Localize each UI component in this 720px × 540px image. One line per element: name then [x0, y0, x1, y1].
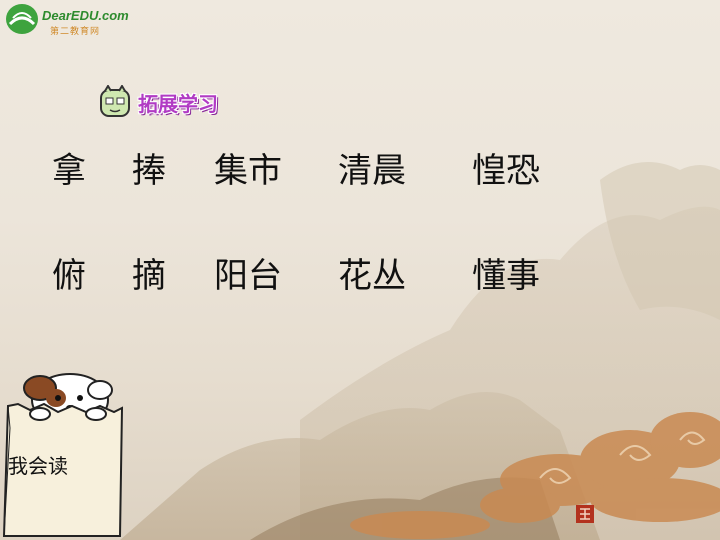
book-globe-icon [6, 4, 38, 34]
word-jishi: 集市 [214, 151, 282, 191]
section-title: 拓展学习 [138, 91, 218, 116]
decorative-clouds [350, 412, 720, 539]
logo-brand: DearEDU.com [42, 8, 129, 23]
site-logo[interactable]: DearEDU.com 第二教育网 [4, 2, 129, 37]
word-huacong: 花丛 [338, 256, 406, 296]
word-dongshi: 懂事 [472, 256, 540, 296]
mascot-label: 我会读 [8, 454, 68, 478]
green-character-icon [100, 85, 130, 117]
word-peng: 捧 [132, 151, 166, 191]
word-na: 拿 [52, 151, 86, 191]
word-fu: 俯 [52, 256, 86, 296]
word-huangkong: 惶恐 [472, 151, 540, 191]
dog-in-paper-bag-icon [2, 373, 124, 537]
section-heading: 拓展学习 [98, 85, 218, 118]
word-zhai: 摘 [132, 256, 166, 296]
word-yangtai: 阳台 [214, 256, 282, 296]
logo-subtitle: 第二教育网 [50, 27, 101, 37]
word-qingchen: 清晨 [338, 151, 406, 191]
red-seal-icon [576, 505, 594, 523]
